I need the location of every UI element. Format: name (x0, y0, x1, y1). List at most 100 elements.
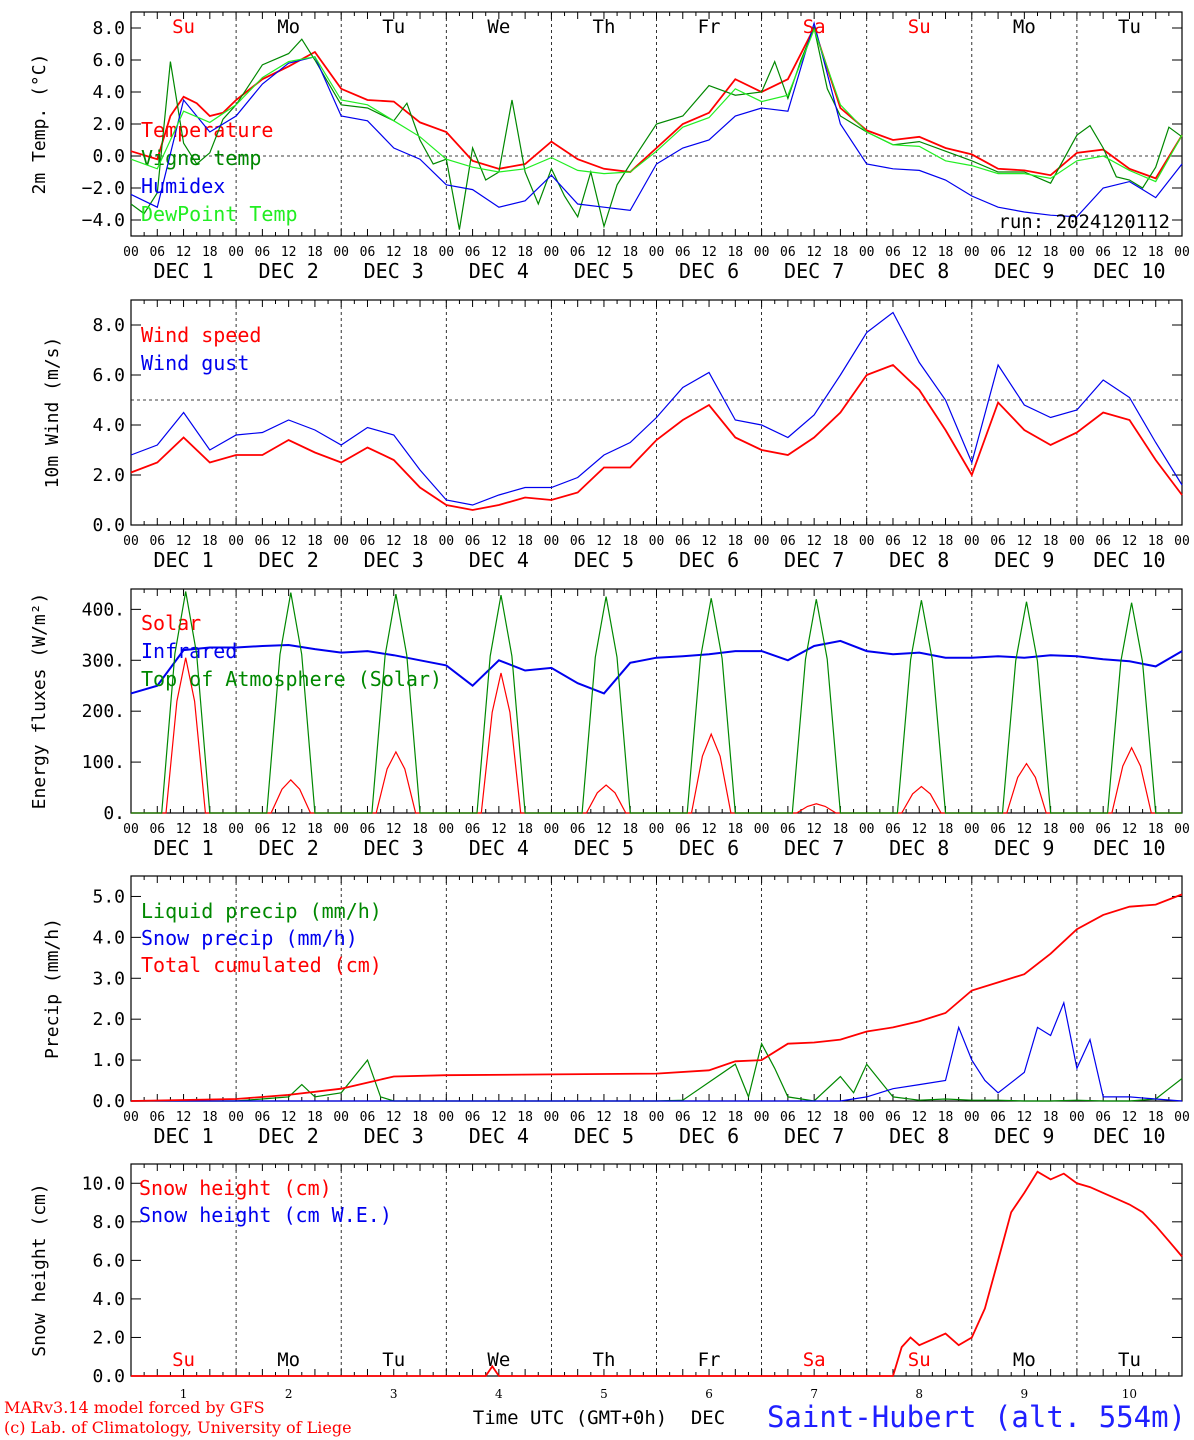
snow-series-line (131, 1170, 1183, 1377)
hour-label: 06 (885, 534, 901, 549)
hour-label: 06 (780, 245, 796, 260)
hour-label: 12 (1017, 245, 1033, 260)
hour-label: 18 (517, 534, 533, 549)
weekday-label: Tu (1118, 1349, 1141, 1371)
wind-series-line (130, 311, 1183, 506)
hour-label: 12 (806, 1110, 822, 1125)
precip-y-axis-label: Precip (mm/h) (42, 918, 63, 1059)
x-axis-title: Time UTC (GMT+0h) (473, 1407, 667, 1429)
weekday-label: Tu (382, 16, 405, 38)
hour-label: 12 (386, 534, 402, 549)
hour-label: 12 (911, 1110, 927, 1125)
hour-label: 06 (885, 1110, 901, 1125)
hour-label: 06 (570, 1110, 586, 1125)
hour-label: 06 (149, 1110, 165, 1125)
precip-series-line (131, 1042, 1183, 1102)
hour-label: 18 (412, 534, 428, 549)
hour-label: 06 (675, 1110, 691, 1125)
hour-label: 00 (754, 1110, 770, 1125)
hour-label: 18 (412, 822, 428, 837)
weekday-label: Su (908, 16, 931, 38)
day-label: DEC 2 (259, 836, 319, 860)
weekday-label: Mo (1013, 1349, 1036, 1371)
bottom-day-number: 5 (600, 1387, 608, 1401)
temp-legend-entry: DewPoint Temp (141, 202, 298, 226)
temp-y-axis-label: 2m Temp. (°C) (29, 54, 50, 195)
hour-label: 18 (1148, 1110, 1164, 1125)
day-label: DEC 3 (364, 836, 424, 860)
day-label: DEC 1 (153, 836, 213, 860)
hour-label: 00 (859, 822, 875, 837)
hour-label: 00 (1174, 245, 1190, 260)
hour-label: 18 (833, 1110, 849, 1125)
day-label: DEC 5 (574, 1124, 634, 1148)
hour-label: 12 (596, 822, 612, 837)
day-label: DEC 4 (469, 1124, 529, 1148)
precip-ytick-label: 0.0 (92, 1091, 125, 1112)
flux-y-axis-label: Energy fluxes (W/m²) (29, 593, 50, 810)
hour-label: 00 (1069, 245, 1085, 260)
hour-label: 00 (1069, 822, 1085, 837)
hour-label: 00 (754, 534, 770, 549)
day-label: DEC 1 (153, 259, 213, 283)
day-label: DEC 10 (1093, 259, 1165, 283)
hour-label: 00 (228, 1110, 244, 1125)
hour-label: 06 (1095, 822, 1111, 837)
hour-label: 12 (701, 822, 717, 837)
flux-legend-entry: Infrared (141, 639, 237, 663)
hour-label: 06 (780, 534, 796, 549)
hour-label: 00 (333, 245, 349, 260)
hour-label: 00 (333, 534, 349, 549)
bottom-day-number: 1 (180, 1387, 188, 1401)
day-label: DEC 4 (469, 259, 529, 283)
day-label: DEC 2 (259, 1124, 319, 1148)
day-label: DEC 6 (679, 259, 739, 283)
hour-label: 18 (938, 534, 954, 549)
hour-label: 12 (911, 245, 927, 260)
bottom-day-number: 8 (915, 1387, 923, 1401)
hour-label: 18 (202, 534, 218, 549)
hour-label: 00 (754, 245, 770, 260)
snow-ytick-label: 8.0 (92, 1212, 125, 1233)
hour-label: 06 (255, 245, 271, 260)
hour-label: 18 (1043, 1110, 1059, 1125)
hour-label: 18 (517, 245, 533, 260)
hour-label: 12 (596, 245, 612, 260)
hour-label: 18 (517, 822, 533, 837)
hour-label: 00 (1069, 1110, 1085, 1125)
wind-y-axis-label: 10m Wind (m/s) (42, 337, 63, 489)
hour-label: 06 (149, 534, 165, 549)
day-label: DEC 8 (889, 1124, 949, 1148)
hour-label: 06 (465, 534, 481, 549)
bottom-day-number: 2 (285, 1387, 293, 1401)
precip-series-line (130, 893, 1183, 1102)
day-label: DEC 4 (469, 548, 529, 572)
snow-ytick-label: 6.0 (92, 1250, 125, 1271)
hour-label: 12 (176, 534, 192, 549)
day-label: DEC 7 (784, 259, 844, 283)
flux-frame (130, 588, 1183, 814)
weekday-label: We (487, 1349, 510, 1371)
precip-series-line (131, 1000, 1183, 1102)
hour-label: 06 (990, 534, 1006, 549)
weekday-label: Sa (803, 16, 826, 38)
hour-label: 12 (1122, 534, 1138, 549)
hour-label: 18 (938, 822, 954, 837)
hour-label: 18 (307, 822, 323, 837)
day-label: DEC 5 (574, 259, 634, 283)
hour-label: 12 (1017, 534, 1033, 549)
hour-label: 18 (202, 822, 218, 837)
hour-label: 00 (859, 1110, 875, 1125)
model-credit: MARv3.14 model forced by GFS (4, 1398, 265, 1417)
hour-label: 00 (438, 1110, 454, 1125)
hour-label: 12 (1017, 1110, 1033, 1125)
temp-ytick-label: 4.0 (92, 82, 125, 103)
bottom-day-number: 10 (1122, 1387, 1137, 1401)
hour-label: 00 (123, 534, 139, 549)
hour-label: 18 (622, 534, 638, 549)
temp-ytick-label: 8.0 (92, 18, 125, 39)
hour-label: 06 (990, 822, 1006, 837)
hour-label: 06 (255, 534, 271, 549)
hour-label: 12 (806, 822, 822, 837)
hour-label: 12 (701, 534, 717, 549)
